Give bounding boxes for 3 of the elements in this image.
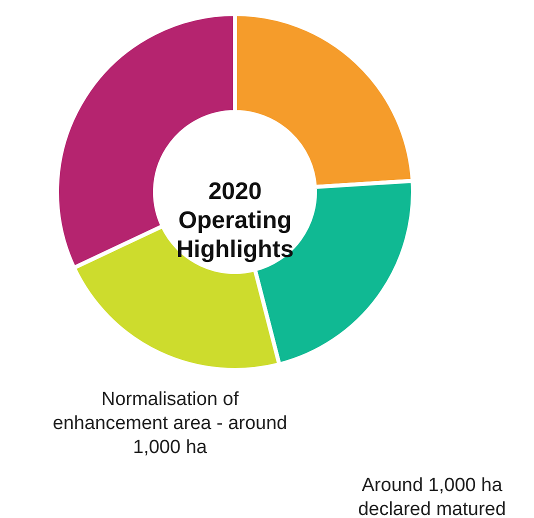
text: Around 1,000 ha declared matured [358,475,506,518]
text: 2020 Operating Highlights [176,178,294,263]
text: Normalisation of enhancement area - around 1,000 ha [52,389,288,458]
